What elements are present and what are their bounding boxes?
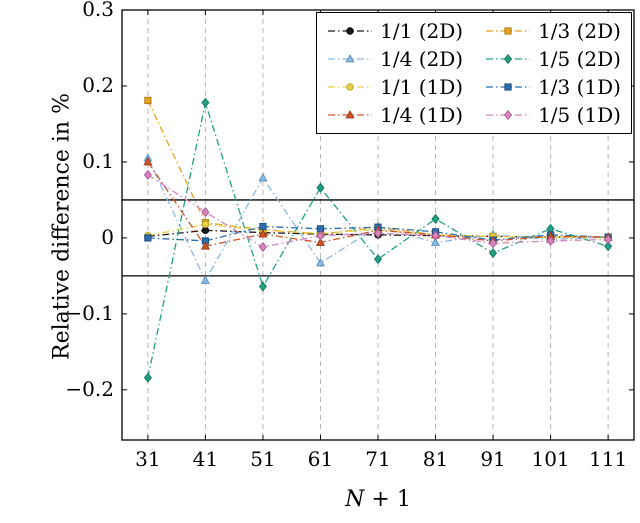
legend-item: 1/4 (2D) (327, 47, 463, 71)
legend-sample-square (486, 27, 531, 35)
series-marker-triangle (200, 241, 210, 250)
legend-item: 1/5 (1D) (485, 103, 621, 127)
series-marker-square (259, 222, 267, 231)
x-tick-label: 101 (531, 447, 570, 471)
legend-sample-triangle (328, 109, 373, 119)
series-marker-circle (201, 226, 210, 235)
legend: 1/1 (2D) 1/3 (2D) 1/4 (2D) 1/5 (2D) 1/1 (1D)… (316, 12, 632, 134)
series-marker-triangle (345, 53, 355, 63)
legend-sample-circle (328, 27, 373, 35)
series-marker-diamond (431, 213, 440, 225)
x-tick-label: 81 (422, 447, 449, 471)
series-marker-triangle (200, 275, 210, 284)
legend-label: 1/5 (1D) (538, 103, 621, 127)
legend-label: 1/5 (2D) (538, 47, 621, 71)
series-marker-diamond (201, 206, 210, 218)
x-tick-label: 31 (135, 447, 161, 471)
series-marker-circle (346, 27, 354, 35)
series-marker-diamond (258, 241, 267, 253)
legend-sample-diamond (486, 53, 531, 65)
legend-sample-circle (328, 83, 373, 91)
series-marker-triangle (143, 156, 153, 166)
series-line (147, 223, 609, 239)
legend-item: 1/1 (1D) (327, 75, 463, 99)
series-marker-diamond (604, 234, 613, 245)
series-marker-diamond (489, 248, 498, 259)
legend-sample-triangle (328, 53, 373, 63)
x-tick-label: 51 (250, 447, 276, 471)
series-marker-square (504, 83, 512, 91)
legend-label: 1/1 (2D) (380, 19, 464, 43)
series-marker-diamond (373, 254, 383, 265)
x-tick-label: 71 (365, 447, 391, 471)
legend-label: 1/1 (1D) (380, 75, 464, 99)
series-marker-diamond (504, 53, 513, 65)
legend-item: 1/4 (1D) (327, 103, 463, 127)
series-line (147, 100, 609, 378)
series-marker-square (144, 96, 152, 105)
legend-sample-diamond (486, 109, 531, 121)
legend-item: 1/5 (2D) (485, 47, 621, 71)
legend-item: 1/1 (2D) (327, 19, 463, 43)
x-tick-label: 91 (480, 447, 506, 471)
series-marker-diamond (373, 228, 383, 239)
series-marker-triangle (258, 172, 268, 182)
y-tick-label: 0 (101, 224, 114, 249)
series-marker-square (504, 27, 512, 35)
series-marker-circle (201, 220, 210, 228)
series-marker-circle (346, 83, 354, 91)
legend-label: 1/3 (2D) (538, 19, 621, 43)
series-marker-diamond (258, 281, 267, 292)
series-marker-triangle (315, 237, 326, 246)
series-marker-diamond (143, 169, 152, 180)
series-marker-square (144, 234, 152, 242)
legend-label: 1/3 (1D) (538, 75, 621, 99)
series-marker-diamond (201, 97, 210, 108)
x-tick-label: 41 (192, 447, 219, 471)
series-marker-diamond (431, 230, 440, 241)
y-tick-label: 0.3 (82, 0, 114, 21)
series-marker-diamond (143, 372, 152, 383)
y-tick-label: 0.1 (82, 148, 114, 173)
x-axis-label-rest: + 1 (364, 487, 411, 512)
series-marker-diamond (316, 182, 325, 193)
y-tick-label: −0.2 (65, 376, 114, 401)
series-marker-diamond (316, 230, 325, 241)
x-tick-label: 61 (307, 447, 334, 471)
legend-item: 1/3 (1D) (485, 75, 621, 99)
legend-label: 1/4 (1D) (380, 103, 464, 127)
series-marker-diamond (504, 109, 513, 121)
x-axis-label-var: N (345, 487, 365, 512)
series-marker-diamond (489, 238, 498, 249)
y-tick-label: −0.1 (65, 300, 114, 325)
legend-label: 1/4 (2D) (380, 47, 464, 71)
legend-item: 1/3 (2D) (485, 19, 621, 43)
x-tick-label: 111 (589, 447, 628, 471)
series-marker-diamond (604, 241, 613, 252)
series-marker-triangle (258, 229, 268, 238)
series-marker-triangle (345, 109, 355, 119)
legend-sample-square (486, 83, 531, 91)
y-tick-label: 0.2 (82, 72, 114, 97)
series-marker-triangle (430, 237, 441, 246)
x-axis-label: N + 1 (122, 487, 634, 512)
series-marker-diamond (546, 235, 555, 247)
series-marker-triangle (315, 257, 326, 267)
